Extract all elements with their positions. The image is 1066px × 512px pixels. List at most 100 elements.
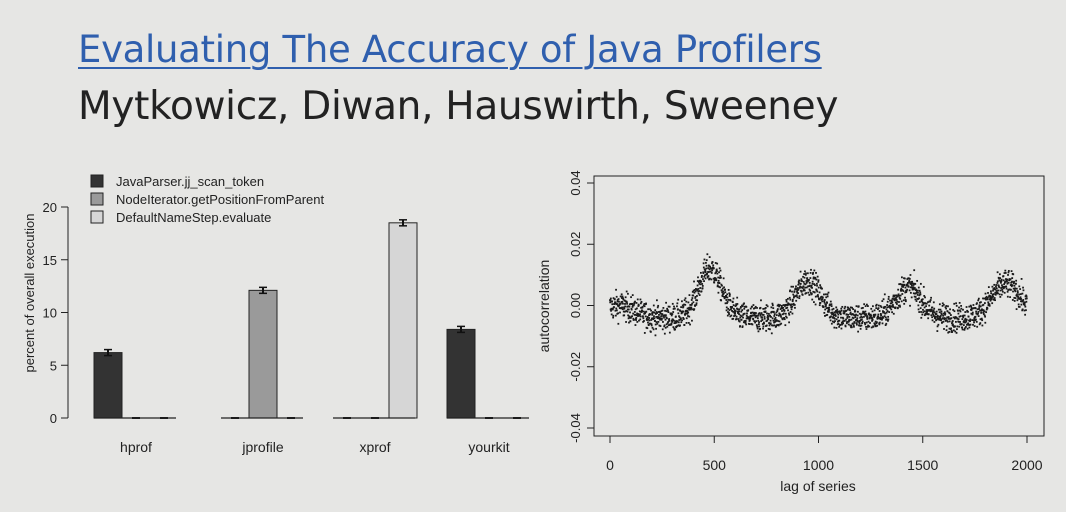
scatter-point bbox=[1020, 300, 1022, 303]
scatter-point bbox=[751, 323, 754, 326]
scatter-point bbox=[652, 304, 655, 307]
scatter-point bbox=[850, 326, 852, 329]
scatter-point bbox=[816, 275, 819, 278]
scatter-point bbox=[663, 324, 666, 327]
scatter-point bbox=[800, 278, 803, 281]
scatter-point bbox=[807, 291, 810, 294]
scatter-point bbox=[637, 305, 640, 307]
scatter-point bbox=[1020, 278, 1023, 280]
scatter-point bbox=[678, 325, 681, 327]
scatter-point bbox=[956, 309, 959, 312]
scatter-point bbox=[614, 314, 617, 317]
scatter-point bbox=[999, 289, 1002, 292]
scatter-point bbox=[909, 286, 912, 289]
scatter-point bbox=[975, 318, 977, 321]
scatter-point bbox=[708, 278, 710, 281]
scatter-point bbox=[991, 294, 994, 297]
scatter-point bbox=[860, 313, 862, 316]
scatter-point bbox=[916, 289, 918, 292]
scatter-point bbox=[871, 318, 874, 321]
scatter-point bbox=[915, 291, 918, 294]
scatter-point bbox=[738, 308, 741, 311]
scatter-point bbox=[704, 271, 707, 273]
scatter-point bbox=[921, 298, 924, 301]
scatter-point bbox=[1011, 299, 1014, 301]
scatter-point bbox=[673, 327, 676, 330]
scatter-point bbox=[940, 313, 943, 316]
scatter-point bbox=[991, 293, 994, 296]
scatter-point bbox=[1006, 278, 1009, 281]
scatter-point bbox=[728, 309, 731, 311]
scatter-point bbox=[986, 306, 988, 309]
scatter-point bbox=[1007, 289, 1010, 291]
scatter-point bbox=[734, 310, 737, 313]
scatter-point bbox=[1017, 305, 1020, 308]
legend-swatch bbox=[90, 192, 104, 206]
scatter-point bbox=[938, 318, 940, 321]
scatter-point bbox=[1016, 293, 1018, 296]
scatter-point bbox=[711, 269, 714, 272]
scatter-point bbox=[840, 321, 843, 324]
scatter-point bbox=[1009, 288, 1012, 291]
scatter-point bbox=[996, 292, 998, 295]
scatter-point bbox=[690, 306, 693, 309]
scatter-point bbox=[938, 318, 941, 321]
scatter-point bbox=[801, 293, 804, 296]
scatter-point bbox=[863, 311, 866, 314]
scatter-point bbox=[942, 320, 945, 323]
scatter-point bbox=[638, 310, 641, 313]
scatter-point bbox=[973, 316, 976, 319]
scatter-point bbox=[862, 310, 865, 313]
scatter-point bbox=[741, 305, 744, 308]
scatter-point bbox=[675, 326, 678, 329]
scatter-point bbox=[622, 298, 625, 301]
scatter-point bbox=[960, 323, 963, 326]
scatter-point bbox=[933, 321, 936, 323]
scatter-point bbox=[702, 278, 704, 281]
scatter-point bbox=[885, 322, 888, 325]
scatter-point bbox=[653, 311, 656, 314]
scatter-point bbox=[936, 318, 938, 321]
scatter-point bbox=[887, 318, 890, 321]
scatter-point bbox=[621, 301, 624, 303]
scatter-point bbox=[820, 298, 823, 301]
scatter-point bbox=[680, 321, 683, 324]
scatter-point bbox=[752, 307, 755, 310]
scatter-point bbox=[1013, 300, 1016, 302]
scatter-point bbox=[943, 312, 946, 315]
scatter-point bbox=[919, 291, 922, 294]
scatter-point bbox=[655, 321, 658, 323]
scatter-point bbox=[904, 291, 907, 294]
scatter-point bbox=[902, 299, 905, 302]
scatter-point bbox=[739, 306, 742, 309]
scatter-point bbox=[798, 279, 801, 282]
scatter-point bbox=[832, 314, 835, 317]
scatter-point bbox=[656, 306, 659, 309]
scatter-point bbox=[872, 325, 875, 328]
scatter-point bbox=[853, 321, 856, 323]
scatter-point bbox=[703, 280, 705, 283]
scatter-point bbox=[936, 314, 939, 317]
scatter-point bbox=[800, 286, 803, 289]
scatter-point bbox=[664, 309, 666, 312]
scatter-point bbox=[774, 316, 777, 319]
scatter-point bbox=[689, 308, 692, 311]
scatter-point bbox=[641, 309, 644, 312]
scatter-point bbox=[658, 313, 660, 316]
scatter-point bbox=[782, 306, 785, 309]
scatter-point bbox=[618, 303, 621, 306]
bar bbox=[248, 289, 278, 419]
scatter-point bbox=[870, 314, 872, 317]
scatter-point bbox=[913, 282, 916, 285]
scatter-point bbox=[801, 286, 804, 289]
scatter-point bbox=[920, 316, 923, 319]
scatter-point bbox=[642, 304, 645, 307]
scatter-point bbox=[1002, 287, 1005, 290]
scatter-point bbox=[688, 306, 691, 309]
scatter-point bbox=[681, 311, 684, 314]
scatter-point bbox=[726, 293, 729, 296]
scatter-point bbox=[963, 327, 966, 330]
scatter-point bbox=[655, 315, 658, 318]
scatter-y-tick-label: 0.02 bbox=[568, 232, 583, 257]
scatter-point bbox=[924, 313, 927, 316]
